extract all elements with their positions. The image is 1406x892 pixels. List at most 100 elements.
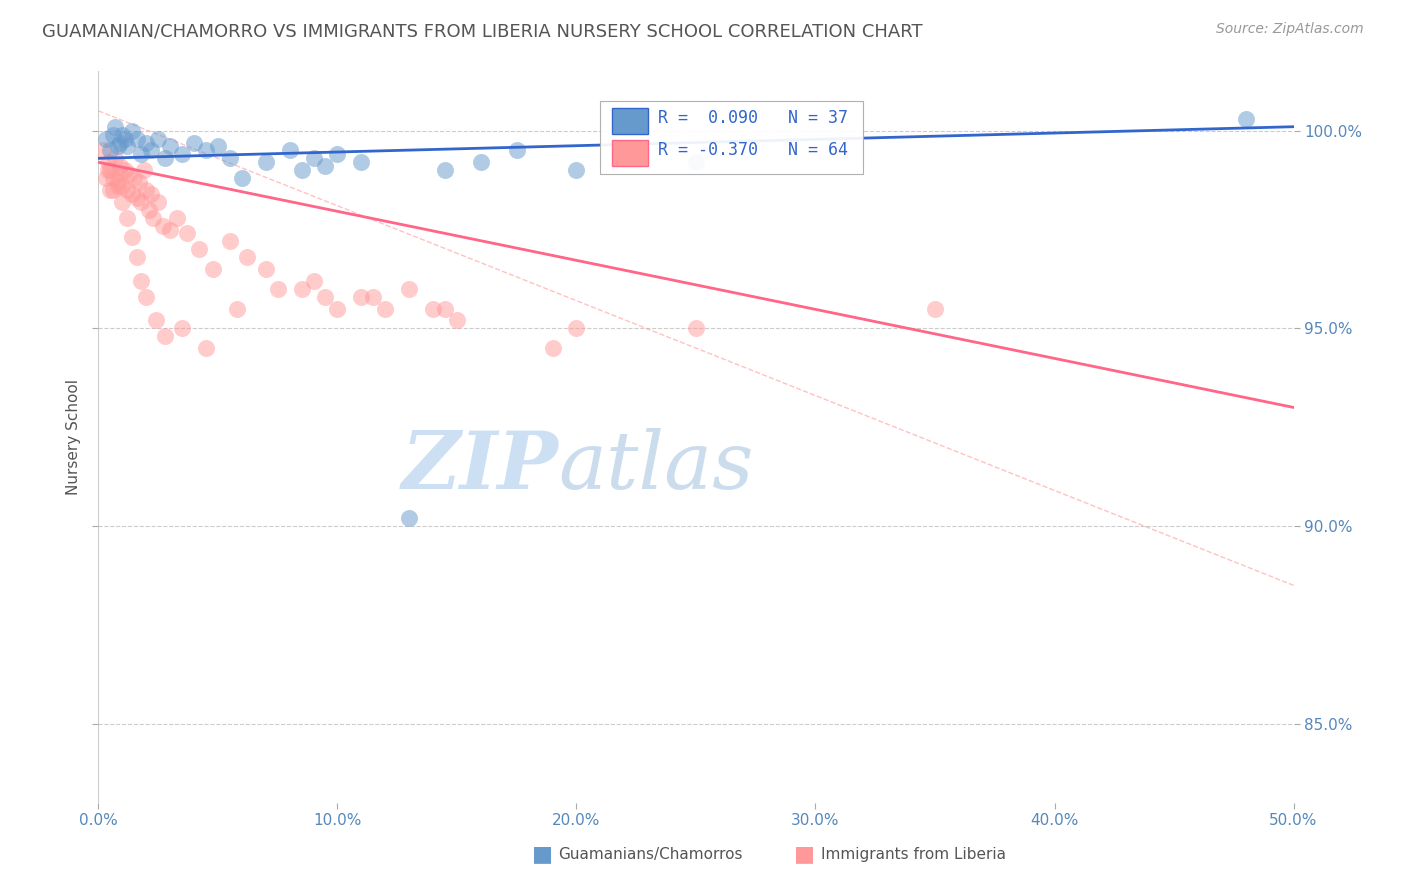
- Point: [374, 301, 396, 316]
- Point: [315, 159, 337, 173]
- Point: [187, 242, 209, 256]
- Point: [131, 274, 153, 288]
- Text: Source: ZipAtlas.com: Source: ZipAtlas.com: [1216, 22, 1364, 37]
- Point: [131, 194, 153, 209]
- Point: [176, 227, 198, 241]
- Point: [302, 152, 325, 166]
- Point: [135, 183, 157, 197]
- Bar: [613, 140, 648, 167]
- Text: ZIP: ZIP: [402, 427, 558, 505]
- Point: [101, 171, 124, 186]
- Text: R =  0.090   N = 37: R = 0.090 N = 37: [658, 109, 848, 128]
- Point: [172, 147, 194, 161]
- Point: [434, 301, 457, 316]
- Point: [291, 282, 314, 296]
- Bar: [613, 108, 648, 135]
- Point: [159, 222, 181, 236]
- Point: [231, 171, 253, 186]
- Point: [315, 290, 337, 304]
- Point: [166, 211, 188, 225]
- Point: [91, 144, 114, 158]
- Text: GUAMANIAN/CHAMORRO VS IMMIGRANTS FROM LIBERIA NURSERY SCHOOL CORRELATION CHART: GUAMANIAN/CHAMORRO VS IMMIGRANTS FROM LI…: [42, 22, 922, 40]
- Point: [350, 290, 373, 304]
- Point: [125, 131, 148, 145]
- Point: [98, 144, 122, 158]
- Point: [267, 282, 290, 296]
- Point: [195, 144, 218, 158]
- Point: [115, 139, 138, 153]
- Point: [924, 301, 946, 316]
- Point: [446, 313, 468, 327]
- Point: [108, 136, 131, 150]
- Point: [107, 139, 129, 153]
- Point: [565, 321, 588, 335]
- Point: [350, 155, 373, 169]
- Point: [195, 341, 218, 355]
- Point: [1234, 112, 1257, 126]
- Point: [108, 159, 131, 173]
- Point: [114, 163, 136, 178]
- Point: [155, 152, 177, 166]
- Y-axis label: Nursery School: Nursery School: [66, 379, 82, 495]
- Point: [398, 282, 420, 296]
- Point: [114, 131, 136, 145]
- Point: [131, 147, 153, 161]
- Point: [121, 123, 143, 137]
- Point: [94, 131, 117, 145]
- Point: [422, 301, 444, 316]
- Point: [107, 175, 129, 189]
- Point: [98, 163, 122, 178]
- Point: [202, 262, 225, 277]
- Point: [139, 186, 162, 201]
- Point: [142, 211, 165, 225]
- Point: [207, 139, 229, 153]
- Text: Guamanians/Chamorros: Guamanians/Chamorros: [558, 847, 742, 862]
- Point: [219, 235, 242, 249]
- Point: [148, 131, 170, 145]
- Point: [219, 152, 242, 166]
- Point: [135, 290, 157, 304]
- Point: [118, 167, 141, 181]
- Point: [565, 163, 588, 178]
- Point: [132, 163, 155, 178]
- Point: [434, 163, 457, 178]
- Point: [145, 313, 167, 327]
- Point: [138, 202, 160, 217]
- Point: [278, 144, 301, 158]
- Point: [363, 290, 385, 304]
- Point: [135, 136, 157, 150]
- Text: ■: ■: [794, 844, 815, 864]
- Point: [326, 301, 349, 316]
- Point: [541, 341, 564, 355]
- Point: [159, 139, 181, 153]
- Point: [111, 194, 134, 209]
- Point: [121, 230, 143, 244]
- Point: [148, 194, 170, 209]
- Point: [124, 171, 146, 186]
- Point: [152, 219, 174, 233]
- Point: [111, 128, 134, 142]
- Text: ■: ■: [531, 844, 553, 864]
- Point: [155, 329, 177, 343]
- Point: [125, 191, 148, 205]
- Text: R = -0.370   N = 64: R = -0.370 N = 64: [658, 141, 848, 160]
- Point: [172, 321, 194, 335]
- Point: [97, 155, 120, 169]
- Point: [121, 186, 143, 201]
- Point: [302, 274, 325, 288]
- Point: [101, 128, 124, 142]
- Point: [115, 211, 138, 225]
- Text: Immigrants from Liberia: Immigrants from Liberia: [821, 847, 1007, 862]
- Point: [98, 183, 122, 197]
- Point: [685, 321, 707, 335]
- Point: [125, 250, 148, 264]
- Point: [128, 175, 150, 189]
- Point: [254, 155, 277, 169]
- Point: [115, 183, 138, 197]
- Point: [326, 147, 349, 161]
- Point: [139, 144, 162, 158]
- Point: [398, 511, 420, 525]
- Point: [104, 152, 127, 166]
- Point: [226, 301, 249, 316]
- Point: [470, 155, 492, 169]
